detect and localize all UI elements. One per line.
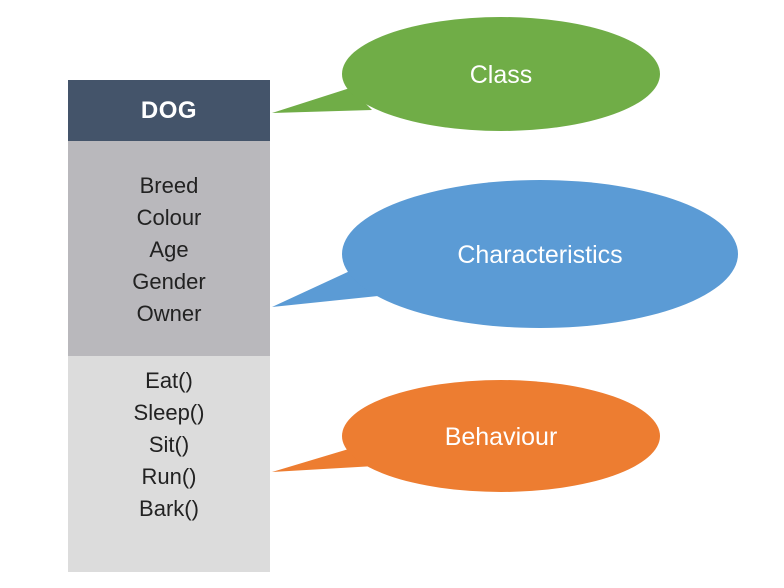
method-item: Eat() <box>145 368 193 393</box>
class-name-header: DOG <box>68 80 270 141</box>
class-callout-tail <box>272 88 372 113</box>
methods-section: Eat() Sleep() Sit() Run() Bark() <box>68 356 270 572</box>
attribute-item: Breed <box>139 173 199 198</box>
characteristics-callout-tail <box>272 270 378 307</box>
method-item: Bark() <box>139 496 199 521</box>
attribute-item: Gender <box>132 269 206 294</box>
behaviour-callout-label: Behaviour <box>445 423 558 451</box>
method-item: Sit() <box>148 432 190 457</box>
characteristics-callout-label: Characteristics <box>457 241 622 269</box>
class-callout: Class <box>272 17 660 131</box>
class-name: DOG <box>140 96 198 124</box>
method-item: Sleep() <box>133 400 205 425</box>
behaviour-callout-bubble <box>342 380 660 492</box>
class-callout-label: Class <box>470 61 533 89</box>
class-callout-bubble <box>342 17 660 131</box>
method-item: Run() <box>141 464 197 489</box>
attributes-section: Breed Colour Age Gender Owner <box>68 141 270 356</box>
characteristics-callout: Characteristics <box>272 180 738 328</box>
attribute-item: Owner <box>136 301 202 326</box>
attribute-item: Age <box>149 237 189 262</box>
attribute-item: Colour <box>136 205 202 230</box>
behaviour-callout-tail <box>272 448 375 472</box>
behaviour-callout: Behaviour <box>272 380 660 492</box>
characteristics-callout-bubble <box>342 180 738 328</box>
